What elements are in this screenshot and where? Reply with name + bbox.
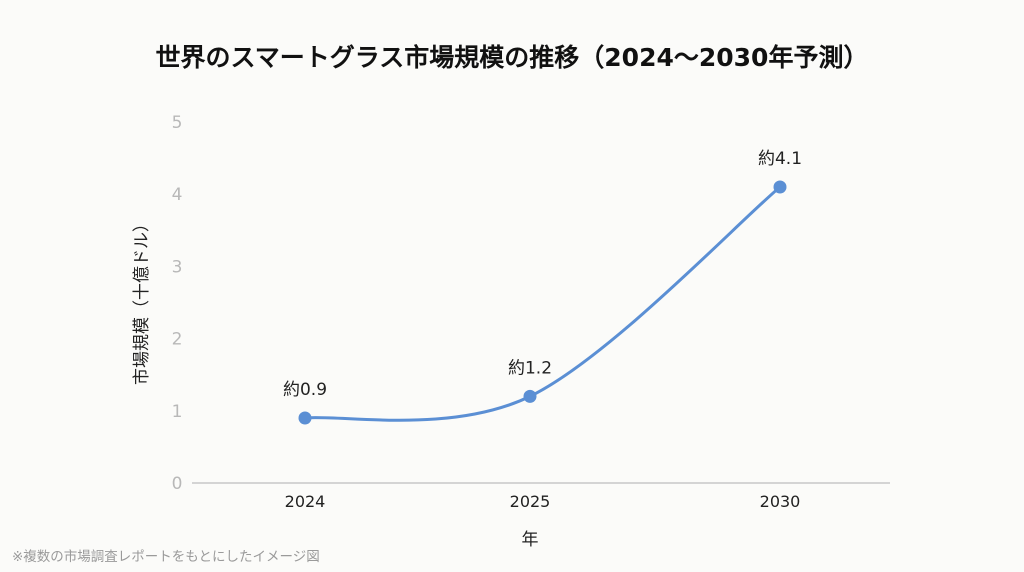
data-label: 約0.9: [283, 380, 327, 400]
x-axis-label: 年: [522, 530, 539, 550]
x-tick-label: 2030: [760, 492, 801, 511]
y-axis-label: 市場規模（十億ドル）: [132, 215, 152, 385]
y-tick-label: 0: [172, 474, 183, 494]
data-point: [773, 180, 787, 194]
chart-title: 世界のスマートグラス市場規模の推移（2024〜2030年予測）: [156, 43, 869, 72]
y-tick-label: 2: [172, 330, 183, 350]
series-line: [304, 185, 781, 422]
y-tick-label: 3: [172, 257, 183, 277]
y-tick-label: 5: [172, 113, 183, 133]
x-tick-label: 2024: [285, 492, 326, 511]
data-label: 約4.1: [758, 149, 802, 169]
y-tick-label: 1: [172, 402, 183, 422]
footnote: ※複数の市場調査レポートをもとにしたイメージ図: [12, 548, 320, 565]
data-point: [298, 411, 312, 425]
y-tick-label: 4: [172, 185, 183, 205]
x-tick-label: 2025: [510, 492, 551, 511]
data-point: [523, 389, 537, 403]
data-label: 約1.2: [508, 358, 552, 378]
